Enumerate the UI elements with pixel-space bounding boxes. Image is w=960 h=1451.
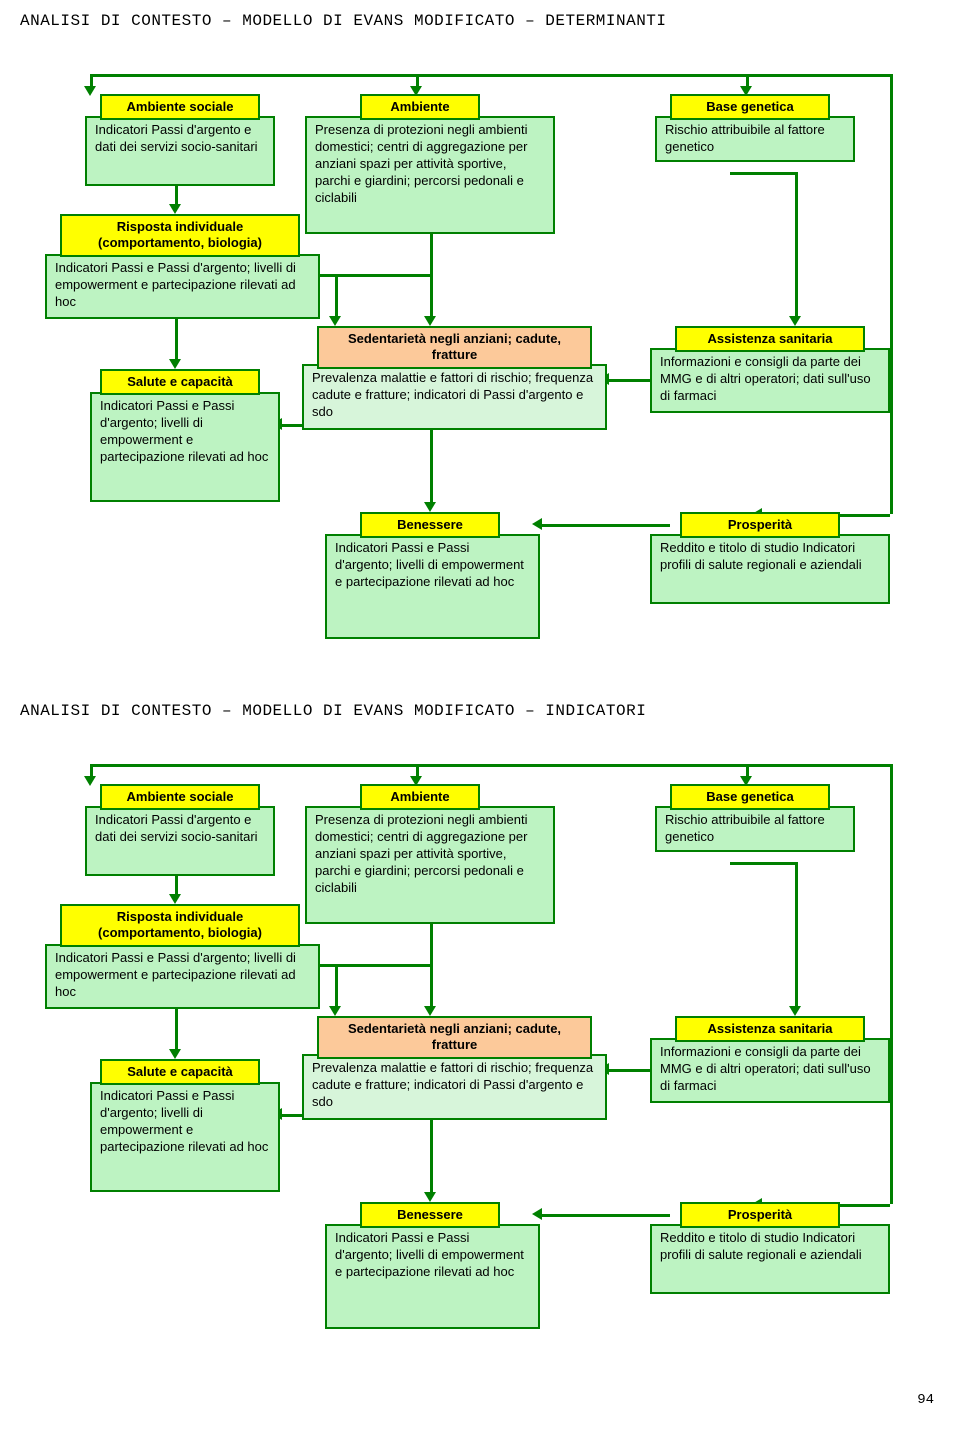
node-title-benessere: Benessere [360,1202,500,1228]
node-title-ambiente_sociale: Ambiente sociale [100,94,260,120]
node-title-ambiente_sociale: Ambiente sociale [100,784,260,810]
section-title-top: ANALISI DI CONTESTO – MODELLO DI EVANS M… [20,12,940,30]
node-title-prosperita: Prosperità [680,512,840,538]
node-body-salute: Indicatori Passi e Passi d'argento; live… [90,392,280,502]
evans-diagram-bottom: Indicatori Passi d'argento e dati dei se… [30,734,930,1374]
node-title-assistenza: Assistenza sanitaria [675,1016,865,1042]
node-body-ambiente: Presenza di protezioni negli ambienti do… [305,116,555,234]
node-body-sedentarieta: Prevalenza malattie e fattori di rischio… [302,1054,607,1120]
node-title-prosperita: Prosperità [680,1202,840,1228]
node-title-risposta: Risposta individuale (comportamento, bio… [60,214,300,257]
node-body-ambiente: Presenza di protezioni negli ambienti do… [305,806,555,924]
node-body-ambiente_sociale: Indicatori Passi d'argento e dati dei se… [85,116,275,186]
node-body-benessere: Indicatori Passi e Passi d'argento; live… [325,534,540,639]
node-title-risposta: Risposta individuale (comportamento, bio… [60,904,300,947]
node-body-benessere: Indicatori Passi e Passi d'argento; live… [325,1224,540,1329]
node-body-sedentarieta: Prevalenza malattie e fattori di rischio… [302,364,607,430]
node-body-risposta: Indicatori Passi e Passi d'argento; live… [45,944,320,1009]
node-body-risposta: Indicatori Passi e Passi d'argento; live… [45,254,320,319]
node-title-ambiente: Ambiente [360,94,480,120]
node-body-base_genetica: Rischio attribuibile al fattore genetico [655,806,855,852]
page-number: 94 [20,1392,940,1408]
node-title-ambiente: Ambiente [360,784,480,810]
node-title-base_genetica: Base genetica [670,94,830,120]
node-title-salute: Salute e capacità [100,369,260,395]
node-title-benessere: Benessere [360,512,500,538]
node-body-salute: Indicatori Passi e Passi d'argento; live… [90,1082,280,1192]
node-body-assistenza: Informazioni e consigli da parte dei MMG… [650,1038,890,1103]
node-title-base_genetica: Base genetica [670,784,830,810]
section-title-bottom: ANALISI DI CONTESTO – MODELLO DI EVANS M… [20,702,940,720]
node-body-prosperita: Reddito e titolo di studio Indicatori pr… [650,1224,890,1294]
node-title-assistenza: Assistenza sanitaria [675,326,865,352]
evans-diagram-top: Indicatori Passi d'argento e dati dei se… [30,44,930,684]
node-body-assistenza: Informazioni e consigli da parte dei MMG… [650,348,890,413]
node-title-sedentarieta: Sedentarietà negli anziani; cadute, frat… [317,326,592,369]
node-title-salute: Salute e capacità [100,1059,260,1085]
node-body-ambiente_sociale: Indicatori Passi d'argento e dati dei se… [85,806,275,876]
node-body-prosperita: Reddito e titolo di studio Indicatori pr… [650,534,890,604]
node-body-base_genetica: Rischio attribuibile al fattore genetico [655,116,855,162]
node-title-sedentarieta: Sedentarietà negli anziani; cadute, frat… [317,1016,592,1059]
